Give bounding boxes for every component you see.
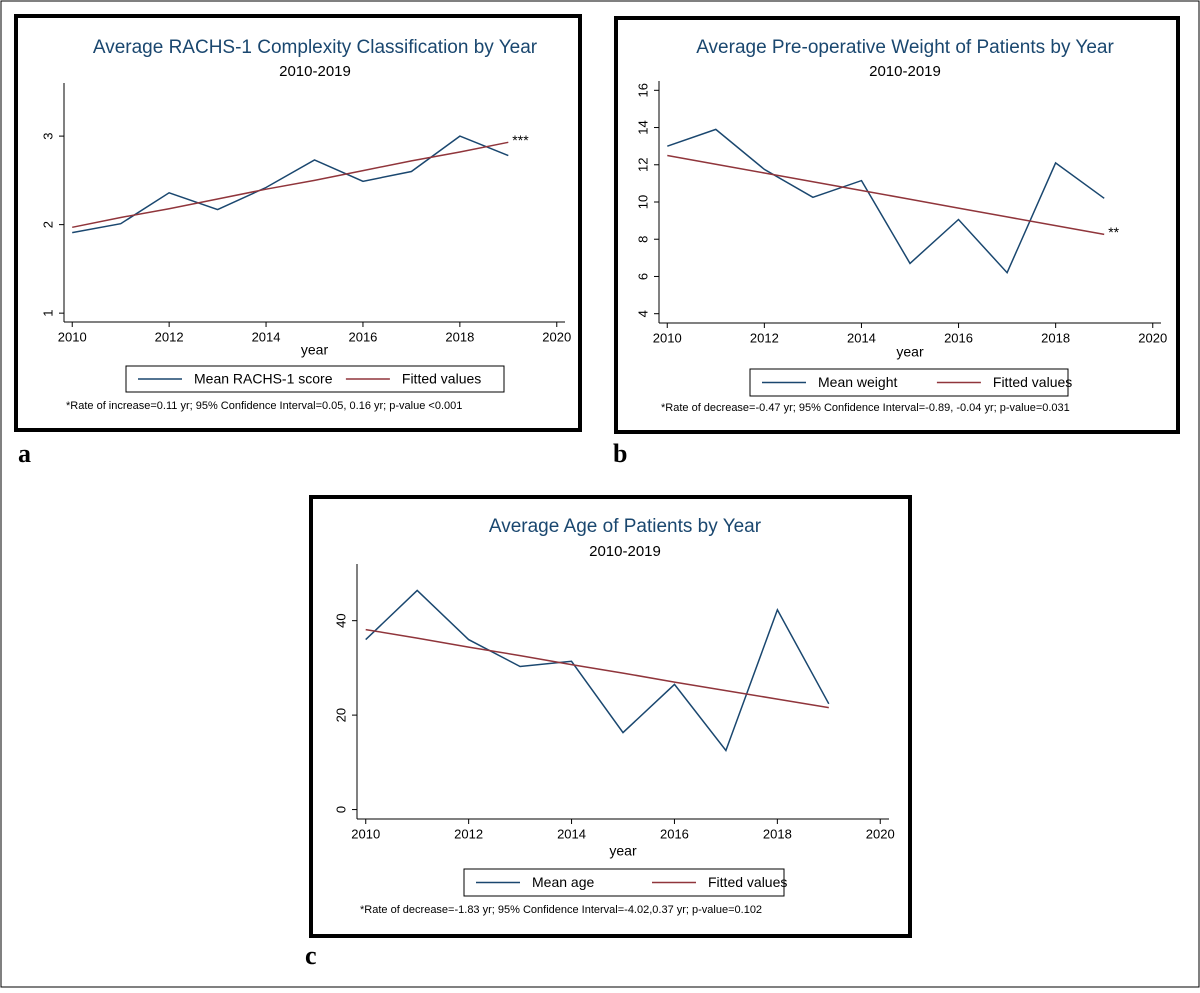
y-tick-label: 16 [635,83,650,97]
panel-label: a [18,439,31,468]
series-line [667,154,1105,236]
series-line [365,589,830,753]
chart-subtitle: 2010-2019 [869,63,941,80]
x-tick-label: 2012 [454,826,483,841]
x-tick-label: 2020 [542,329,571,344]
chart-subtitle: 2010-2019 [279,63,351,80]
x-tick-label: 2020 [866,826,895,841]
x-tick-label: 2012 [155,329,184,344]
chart-subtitle: 2010-2019 [589,543,661,560]
series-line [72,135,509,234]
y-tick-label: 2 [40,221,55,228]
x-tick-label: 2020 [1138,330,1167,345]
annotation: *** [512,132,529,148]
legend-label: Mean RACHS-1 score [194,371,333,387]
x-axis-label: year [301,342,329,358]
footnote: *Rate of increase=0.11 yr; 95% Confidenc… [66,400,462,412]
y-tick-label: 40 [333,613,348,627]
y-tick-label: 10 [635,195,650,209]
series-line [365,628,829,709]
legend-label: Fitted values [402,371,481,387]
x-tick-label: 2010 [58,329,87,344]
y-tick-label: 20 [333,708,348,722]
series-line [72,141,509,229]
x-axis-label: year [896,344,924,360]
y-tick-label: 1 [40,310,55,317]
y-tick-label: 0 [333,806,348,813]
x-tick-label: 2016 [348,329,377,344]
panel-border [14,14,582,432]
footnote: *Rate of decrease=-1.83 yr; 95% Confiden… [360,904,762,916]
annotation: ** [1108,224,1119,240]
chart-title: Average Age of Patients by Year [489,516,762,537]
footnote: *Rate of decrease=-0.47 yr; 95% Confiden… [661,402,1070,414]
x-tick-label: 2014 [252,329,281,344]
legend-label: Mean age [532,874,594,890]
x-axis-label: year [609,843,637,859]
legend-label: Fitted values [993,374,1072,390]
y-tick-label: 14 [635,120,650,134]
x-tick-label: 2018 [763,826,792,841]
y-tick-label: 6 [635,273,650,280]
x-tick-label: 2016 [944,330,973,345]
panel-label: c [305,941,317,970]
panel-label: b [613,439,627,468]
x-tick-label: 2018 [1041,330,1070,345]
y-tick-label: 4 [635,310,650,317]
y-tick-label: 8 [635,236,650,243]
x-tick-label: 2010 [351,826,380,841]
legend-box [125,365,505,393]
x-tick-label: 2014 [557,826,586,841]
y-tick-label: 3 [40,132,55,139]
x-tick-label: 2018 [445,329,474,344]
panel-border [614,16,1180,434]
x-tick-label: 2010 [653,330,682,345]
legend-label: Mean weight [818,374,897,390]
x-tick-label: 2012 [750,330,779,345]
y-tick-label: 12 [635,158,650,172]
chart-title: Average Pre-operative Weight of Patients… [696,37,1114,58]
x-tick-label: 2014 [847,330,876,345]
series-line [667,128,1105,275]
legend-label: Fitted values [708,874,787,890]
x-tick-label: 2016 [660,826,689,841]
chart-title: Average RACHS-1 Complexity Classificatio… [93,37,538,58]
